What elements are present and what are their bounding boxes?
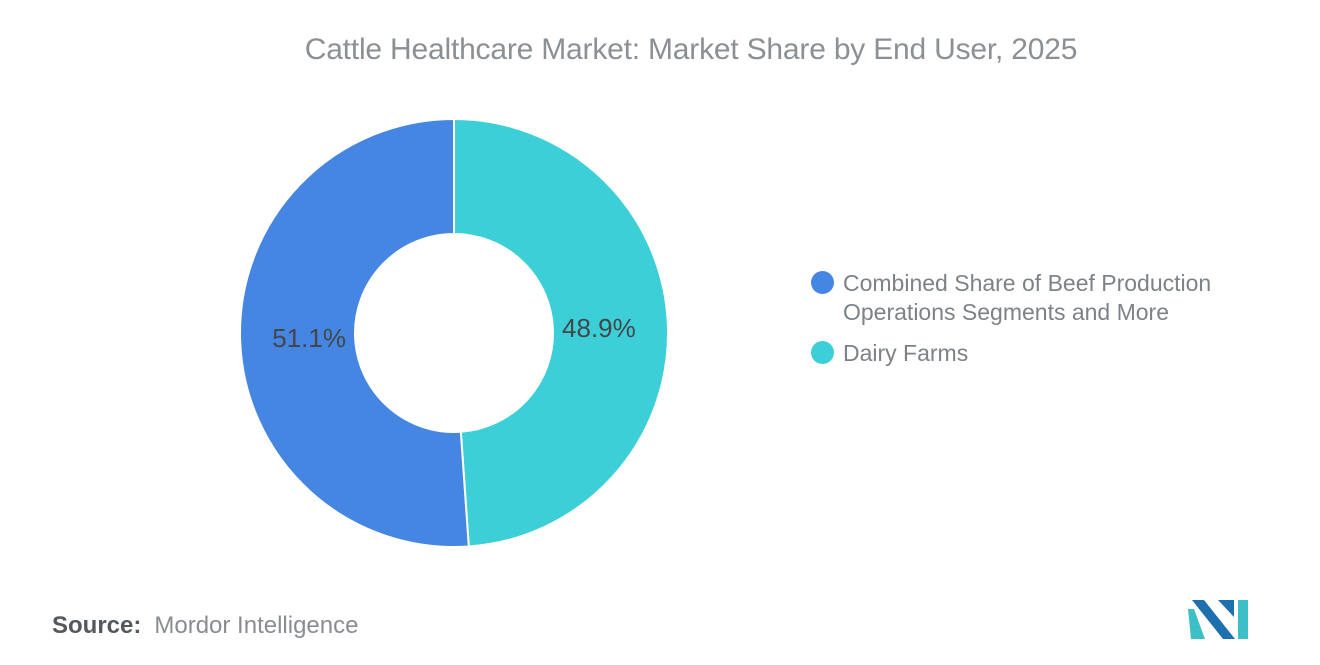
legend-item[interactable]: Combined Share of Beef Production Operat… — [811, 269, 1243, 327]
legend-item[interactable]: Dairy Farms — [811, 339, 1243, 368]
legend-swatch-icon — [811, 271, 834, 294]
logo-left-teal-stroke — [1188, 609, 1205, 639]
logo-right-teal-bar — [1238, 600, 1248, 639]
source-note: Source: Mordor Intelligence — [52, 612, 358, 640]
mordor-intelligence-logo-icon — [1188, 600, 1248, 639]
slice-data-label: 48.9% — [562, 313, 636, 343]
slice-data-label: 51.1% — [272, 323, 346, 353]
legend-label: Combined Share of Beef Production Operat… — [843, 270, 1212, 325]
chart-title: Cattle Healthcare Market: Market Share b… — [304, 33, 1078, 66]
logo-main-blue-stroke — [1192, 600, 1235, 639]
source-label: Source: — [52, 612, 142, 639]
source-value: Mordor Intelligence — [154, 612, 359, 639]
legend-label: Dairy Farms — [843, 340, 969, 366]
donut-slice[interactable] — [239, 118, 470, 548]
logo-blue-triangle — [1218, 600, 1234, 617]
donut-slice[interactable] — [453, 118, 669, 548]
chart-legend: Combined Share of Beef Production Operat… — [811, 269, 1243, 368]
legend-swatch-icon — [811, 341, 834, 364]
